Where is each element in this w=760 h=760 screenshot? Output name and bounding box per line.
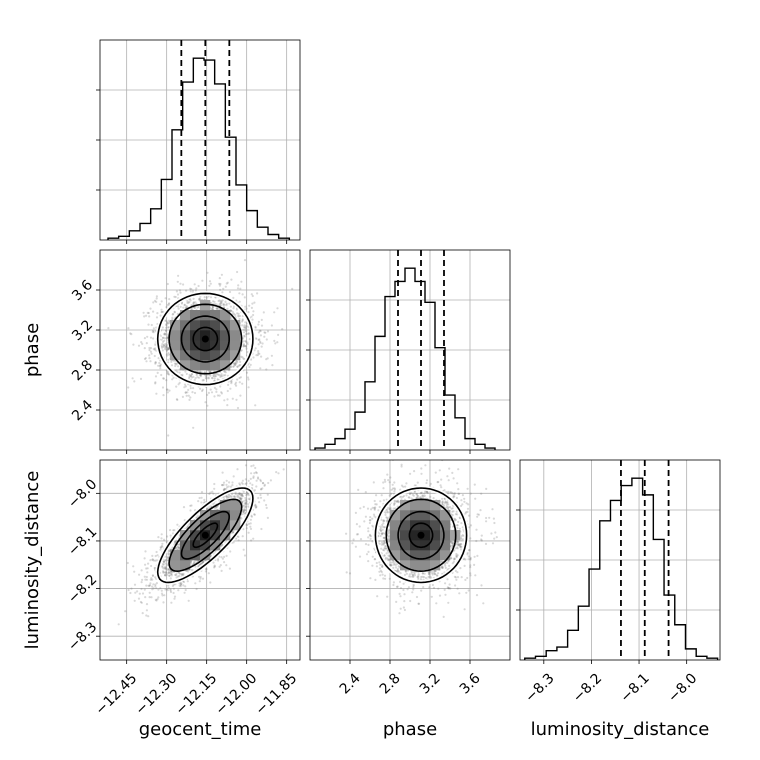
scatter-phase-vs-geocent-time-ytick-label-2: 3.2 [69, 317, 96, 344]
scatter-luminosity-distance-vs-geocent-time-xtick-label-2: −12.15 [172, 670, 220, 718]
scatter-luminosity-distance-vs-phase-contour-3 [374, 487, 468, 584]
scatter-phase-vs-geocent-time-ytick-label-0: 2.4 [69, 397, 96, 424]
scatter-luminosity-distance-vs-phase-contour-0 [408, 522, 434, 549]
scatter-luminosity-distance-vs-geocent-time-xtick-label-4: −11.85 [252, 670, 300, 718]
scatter-luminosity-distance-vs-phase-density [390, 500, 461, 571]
histogram-luminosity-distance-xtick-label-2: −8.1 [617, 670, 652, 705]
y-axis-title-luminosity-distance: luminosity_distance [22, 471, 43, 650]
histogram-geocent-time [96, 39, 301, 244]
scatter-phase-vs-geocent-time-ytick-label-1: 2.8 [69, 357, 96, 384]
x-axis-title-geocent-time: geocent_time [139, 719, 262, 740]
histogram-luminosity-distance-xtick-label-1: −8.2 [570, 670, 605, 705]
y-axis-title-phase: phase [22, 323, 43, 377]
scatter-phase-vs-geocent-time-ytick-label-3: 3.6 [69, 277, 96, 304]
scatter-luminosity-distance-vs-geocent-time-contour-0 [192, 522, 219, 549]
scatter-luminosity-distance-vs-geocent-time-xtick-label-0: −12.45 [92, 670, 140, 718]
scatter-phase-vs-geocent-time-center [201, 335, 209, 343]
scatter-luminosity-distance-vs-phase-contour-2 [385, 498, 457, 573]
scatter-luminosity-distance-vs-geocent-time-ytick-label-0: −8.3 [65, 619, 100, 654]
panels: −8.3 −8.2 −8.1 −8.0 2.4 2.8 3.2 3.6 −12.45−12.30… [65, 39, 721, 718]
scatter-luminosity-distance-vs-geocent-time-contour-2 [168, 498, 243, 573]
histogram-phase [306, 249, 511, 454]
scatter-luminosity-distance-vs-phase-xtick-label-2: 3.2 [417, 670, 444, 697]
scatter-luminosity-distance-vs-geocent-time: −12.45−12.30−12.15−12.00−11.85 −8.3 −8.2 −8… [65, 459, 300, 718]
scatter-luminosity-distance-vs-phase-xtick-label-1: 2.8 [377, 670, 404, 697]
scatter-luminosity-distance-vs-geocent-time-xtick-label-1: −12.30 [132, 670, 180, 718]
histogram-geocent-time-bars [107, 57, 291, 240]
scatter-luminosity-distance-vs-geocent-time-ytick-label-1: −8.2 [65, 572, 100, 607]
histogram-luminosity-distance-xtick-label-3: −8.0 [665, 670, 700, 705]
scatter-phase-vs-geocent-time: 2.4 2.8 3.2 3.6 [69, 249, 301, 454]
x-axis-title-luminosity-distance: luminosity_distance [531, 719, 710, 740]
scatter-luminosity-distance-vs-geocent-time-contour-1 [180, 510, 231, 560]
scatter-luminosity-distance-vs-geocent-time-contour-3 [156, 487, 254, 584]
scatter-luminosity-distance-vs-geocent-time-center [201, 531, 209, 539]
histogram-luminosity-distance-xtick-label-0: −8.3 [522, 670, 557, 705]
scatter-luminosity-distance-vs-phase-xtick-label-3: 3.6 [457, 670, 484, 697]
scatter-luminosity-distance-vs-geocent-time-xtick-label-3: −12.00 [212, 670, 260, 718]
histogram-luminosity-distance: −8.3 −8.2 −8.1 −8.0 [516, 459, 721, 706]
scatter-phase-vs-geocent-time-contour-0 [192, 326, 219, 352]
scatter-phase-vs-geocent-time-contour-2 [168, 303, 243, 375]
histogram-phase-bars [314, 267, 496, 450]
scatter-phase-vs-geocent-time-density [170, 300, 241, 371]
x-axis-title-phase: phase [383, 719, 437, 740]
scatter-luminosity-distance-vs-phase-center [417, 531, 425, 539]
scatter-luminosity-distance-vs-phase: 2.4 2.8 3.2 3.6 [306, 459, 511, 698]
scatter-phase-vs-geocent-time-contour-1 [180, 315, 231, 363]
scatter-luminosity-distance-vs-phase-contour-1 [397, 510, 445, 560]
scatter-luminosity-distance-vs-geocent-time-ytick-label-3: −8.0 [65, 476, 100, 511]
scatter-luminosity-distance-vs-geocent-time-ytick-label-2: −8.1 [65, 524, 100, 559]
scatter-phase-vs-geocent-time-contour-3 [156, 292, 254, 386]
scatter-luminosity-distance-vs-phase-xtick-label-0: 2.4 [337, 670, 364, 697]
